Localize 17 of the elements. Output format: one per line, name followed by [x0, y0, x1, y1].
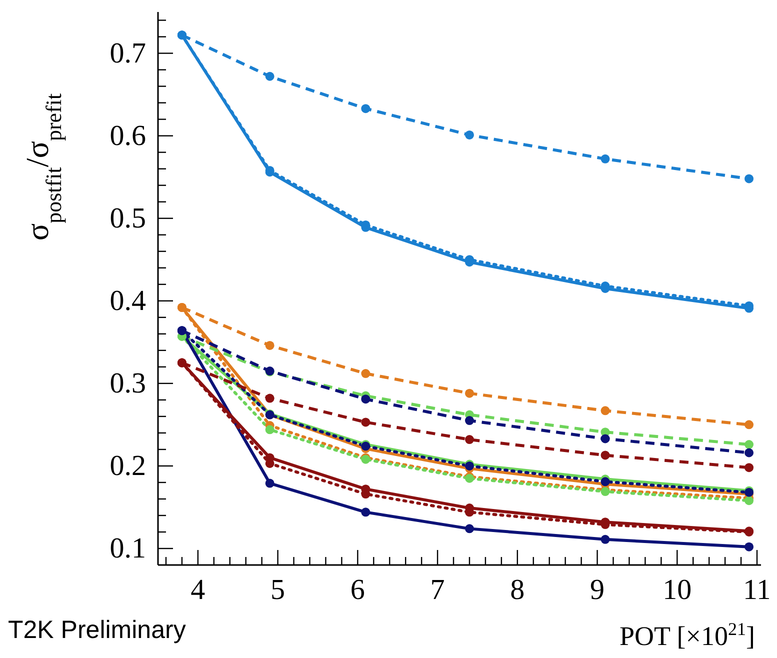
text: T2K Preliminary [8, 616, 186, 645]
y-tick-label: 0.6 [110, 120, 146, 152]
x-tick-label: 4 [190, 574, 206, 606]
y-tick-label: 0.7 [110, 37, 146, 70]
x-tick-label: 8 [510, 574, 525, 606]
x-tick-label: 7 [430, 574, 445, 606]
x-axis-title: POT [×10$^{21}$] [620, 619, 755, 651]
y-tick-label: 0.5 [110, 202, 146, 234]
y-tick-label: 0.2 [110, 450, 146, 482]
x-tick-label: 5 [270, 574, 286, 606]
x-tick-label: 11 [743, 574, 771, 606]
y-tick-label: 0.4 [110, 284, 146, 317]
y-tick-label: 0.1 [110, 532, 146, 564]
x-tick-label: 6 [350, 574, 365, 606]
x-tick-label: 10 [662, 574, 692, 606]
y-tick-label: 0.3 [110, 367, 146, 400]
x-tick-label: 9 [590, 574, 605, 606]
